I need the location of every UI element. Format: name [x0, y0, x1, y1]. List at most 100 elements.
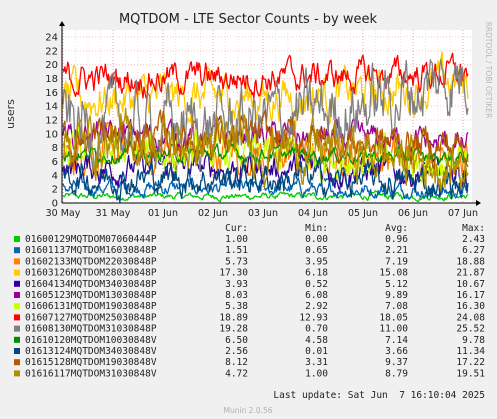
munin-version: Munin 2.0.56 [223, 406, 272, 415]
legend-value-cur: 4.72 [225, 368, 248, 379]
legend-value-cur: 18.89 [219, 312, 248, 323]
legend-series-name: 01616117MQTDOM31030848V [25, 368, 157, 379]
legend-value-min: 1.00 [305, 368, 328, 379]
last-update: Last update: Sat Jun 7 16:10:04 2025 [273, 390, 485, 401]
x-tick-label: 03 Jun [248, 208, 278, 219]
legend-value-max: 16.17 [456, 290, 485, 301]
legend-value-cur: 2.56 [225, 346, 248, 357]
y-tick-label: 0 [52, 199, 58, 210]
legend-series-name: 01606131MQTDOM19030848P [25, 301, 157, 312]
legend-value-avg: 7.19 [385, 256, 408, 267]
rrdtool-credit: RRDTOOL / TOBI OETIKER [484, 22, 493, 119]
legend-value-max: 21.87 [456, 268, 485, 279]
legend-value-min: 2.92 [305, 301, 328, 312]
legend-value-avg: 7.08 [385, 301, 408, 312]
legend-swatch [14, 370, 20, 377]
legend-swatch [14, 269, 20, 276]
legend-value-max: 10.67 [456, 279, 485, 290]
legend-swatch [14, 359, 20, 366]
y-axis-label: users [4, 99, 17, 129]
x-axis-arrow-icon [476, 200, 481, 206]
x-tick-label: 31 May [96, 208, 131, 219]
legend-value-max: 6.27 [462, 245, 485, 256]
x-tick-label: 30 May [46, 208, 81, 219]
legend-series-name: 01603126MQTDOM28030848P [25, 268, 157, 279]
legend-value-cur: 8.03 [225, 290, 248, 301]
y-tick-label: 20 [45, 60, 58, 71]
legend-column-header: Avg: [385, 223, 408, 234]
series-line [62, 107, 469, 192]
legend-value-avg: 3.66 [385, 346, 408, 357]
legend-swatch [14, 292, 20, 298]
legend-value-cur: 1.00 [225, 234, 248, 245]
series-line [62, 156, 469, 203]
legend-series-name: 01602133MQTDOM22030848P [25, 256, 157, 267]
series-lines [62, 51, 469, 203]
legend-value-avg: 9.89 [385, 290, 408, 301]
legend-value-avg: 15.08 [379, 268, 408, 279]
y-tick-label: 12 [45, 115, 58, 126]
y-tick-label: 2 [52, 185, 58, 196]
legend-value-max: 18.88 [456, 256, 485, 267]
legend-value-max: 11.34 [456, 346, 485, 357]
y-tick-label: 18 [45, 74, 58, 85]
y-tick-label: 16 [45, 88, 58, 99]
y-tick-label: 14 [45, 102, 58, 113]
legend-value-avg: 8.79 [385, 368, 408, 379]
y-tick-label: 10 [45, 129, 58, 140]
legend-value-min: 0.00 [305, 234, 328, 245]
legend-swatch [14, 314, 20, 321]
legend-series-name: 01613124MQTDOM34030848V [25, 346, 157, 357]
legend-value-avg: 9.37 [385, 357, 408, 368]
legend-value-max: 25.52 [456, 324, 485, 335]
legend-swatch [14, 236, 20, 242]
legend-value-cur: 3.93 [225, 279, 248, 290]
legend-value-avg: 2.21 [385, 245, 408, 256]
series-line [62, 51, 469, 130]
legend-value-min: 12.93 [299, 312, 328, 323]
legend-series-name: 01608130MQTDOM31030848P [25, 324, 157, 335]
legend-value-min: 3.95 [305, 256, 328, 267]
legend-value-min: 4.58 [305, 335, 328, 346]
legend-swatch [14, 247, 20, 254]
legend-value-avg: 5.12 [385, 279, 408, 290]
legend-value-cur: 6.50 [225, 335, 248, 346]
chart-title: MQTDOM - LTE Sector Counts - by week [119, 12, 378, 27]
x-tick-label: 05 Jun [348, 208, 378, 219]
legend-value-avg: 7.14 [385, 335, 408, 346]
y-tick-label: 6 [52, 157, 58, 168]
legend-series-name: 01605123MQTDOM13030848P [25, 290, 157, 301]
legend-series-name: 01600129MQTDOM07060444P [25, 234, 157, 245]
y-tick-label: 8 [52, 143, 58, 154]
x-tick-label: 07 Jun [448, 208, 478, 219]
legend-value-max: 17.22 [456, 357, 485, 368]
legend-value-cur: 17.30 [219, 268, 248, 279]
y-tick-label: 4 [52, 171, 58, 182]
x-tick-label: 04 Jun [298, 208, 328, 219]
x-tick-label: 06 Jun [398, 208, 428, 219]
legend-value-cur: 5.73 [225, 256, 248, 267]
legend-column-header: Max: [462, 223, 485, 234]
legend-value-min: 0.52 [305, 279, 328, 290]
series-line [62, 190, 469, 203]
y-tick-label: 22 [45, 46, 58, 57]
legend-value-avg: 11.00 [379, 324, 408, 335]
y-tick-label: 24 [45, 32, 58, 43]
legend-value-cur: 8.12 [225, 357, 248, 368]
y-axis-arrow-icon [59, 21, 65, 26]
legend-value-max: 24.08 [456, 312, 485, 323]
series-line [62, 52, 469, 101]
legend-series-name: 01607127MQTDOM25030848P [25, 312, 157, 323]
legend-value-min: 6.18 [305, 268, 328, 279]
legend-value-min: 0.70 [305, 324, 328, 335]
legend-value-cur: 1.51 [225, 245, 248, 256]
legend-value-max: 16.30 [456, 301, 485, 312]
legend-value-cur: 19.28 [219, 324, 248, 335]
legend: Cur: Min: Avg: Max: 01600129MQTDOM07060444P 1… [14, 223, 485, 379]
legend-value-min: 6.08 [305, 290, 328, 301]
legend-value-cur: 5.38 [225, 301, 248, 312]
legend-value-avg: 18.05 [379, 312, 408, 323]
legend-swatch [14, 325, 20, 332]
